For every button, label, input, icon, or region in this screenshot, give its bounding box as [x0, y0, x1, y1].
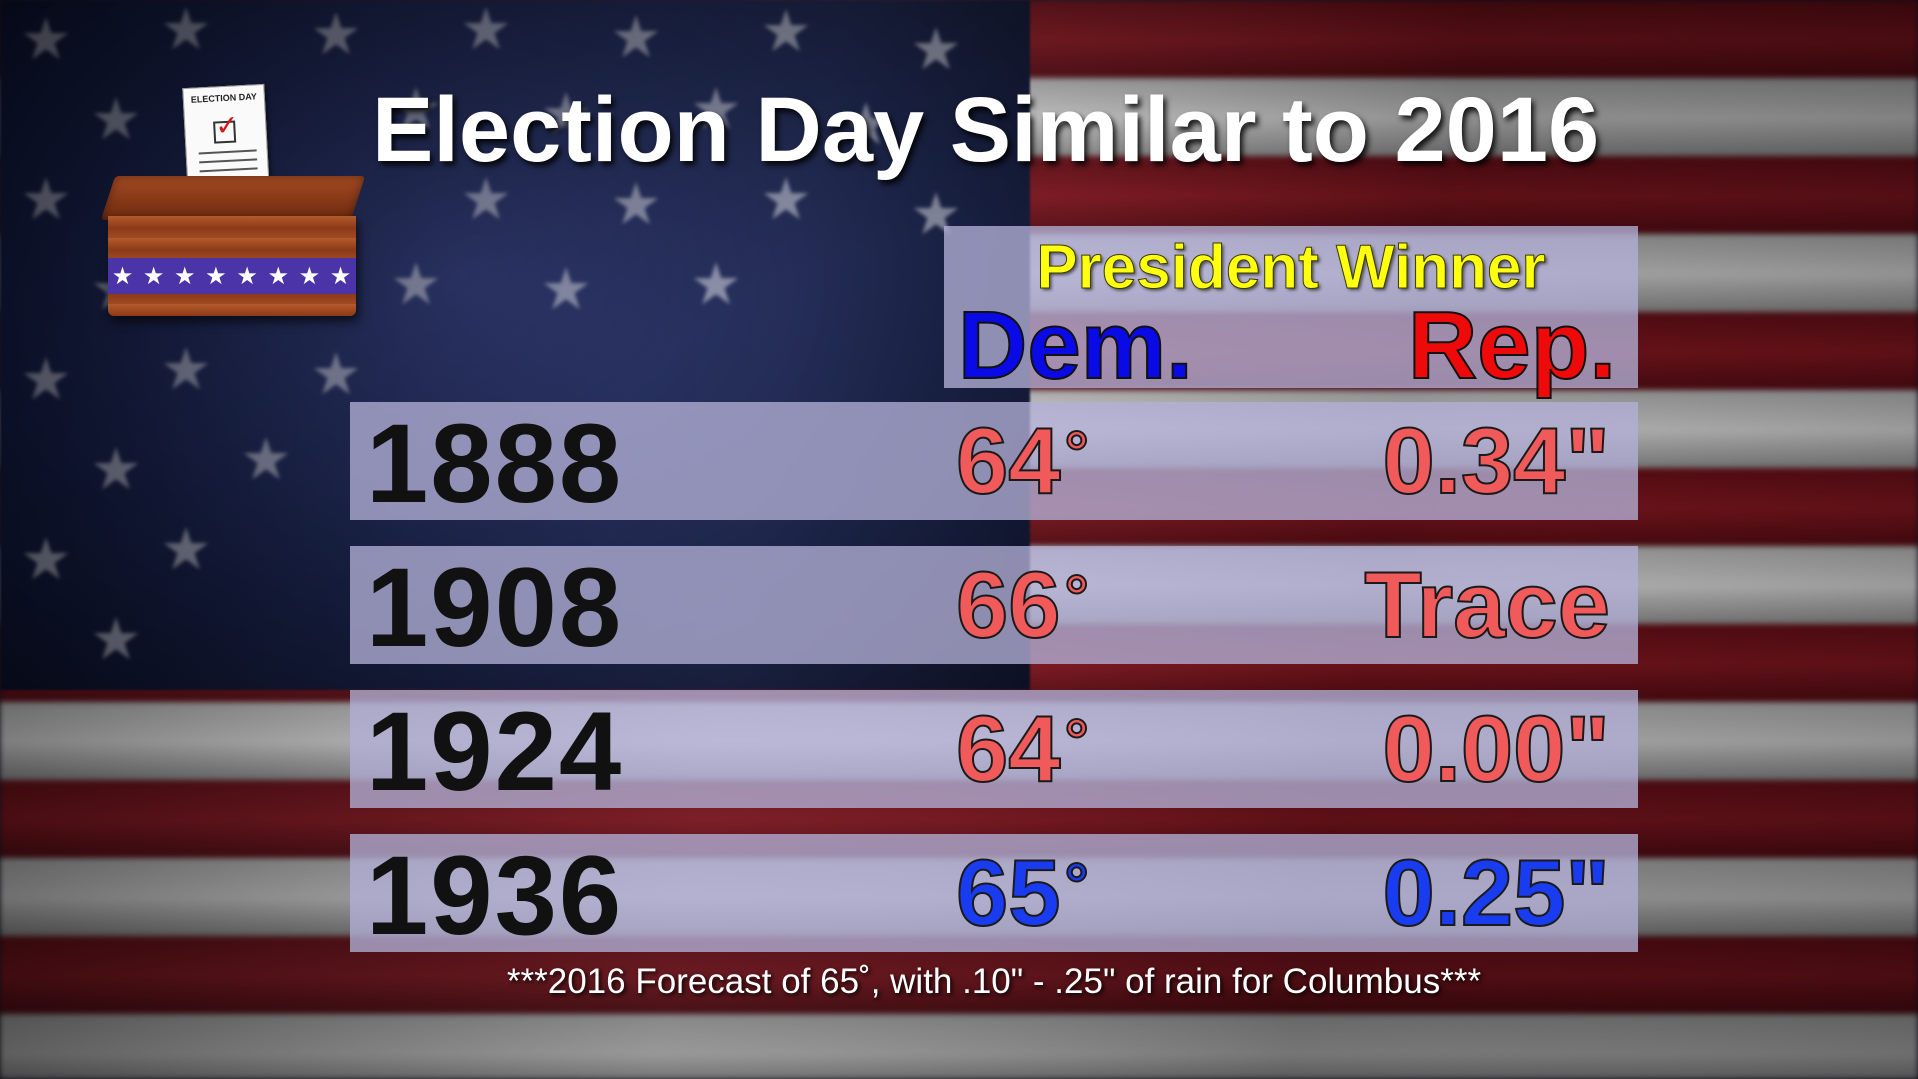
row-temperature: 64° — [955, 407, 1090, 514]
row-temperature: 66° — [955, 551, 1090, 658]
row-precipitation: 0.25" — [1381, 839, 1611, 946]
row-year: 1924 — [366, 689, 624, 814]
table-row: 1888 64° 0.34" — [350, 402, 1638, 526]
checkmark-icon: ✓ — [214, 108, 240, 143]
page-title: Election Day Similar to 2016 — [372, 79, 1600, 181]
row-temperature: 65° — [955, 839, 1090, 946]
row-temperature: 64° — [955, 695, 1090, 802]
row-precipitation: 0.34" — [1381, 407, 1611, 514]
dem-label: Dem. — [957, 292, 1194, 399]
ballot-lines — [198, 149, 258, 179]
table-row: 1924 64° 0.00" — [350, 690, 1638, 814]
ballot-paper-label: ELECTION DAY — [190, 91, 258, 105]
ballot-box-icon: ELECTION DAY ✓ ★ ★ ★ ★ ★ ★ ★ ★ — [100, 80, 370, 330]
table-row: 1908 66° Trace — [350, 546, 1638, 670]
table-row: 1936 65° 0.25" — [350, 834, 1638, 958]
row-year: 1888 — [366, 401, 624, 526]
ballot-box-star-band: ★ ★ ★ ★ ★ ★ ★ ★ — [108, 258, 356, 294]
row-precipitation: Trace — [1363, 551, 1611, 658]
row-precipitation: 0.00" — [1381, 695, 1611, 802]
rep-label: Rep. — [1407, 292, 1617, 399]
row-year: 1936 — [366, 833, 624, 958]
row-year: 1908 — [366, 545, 624, 670]
president-winner-label: President Winner — [1036, 233, 1546, 303]
ballot-box-lid — [100, 176, 366, 220]
winner-header-panel: President Winner Dem. Rep. — [944, 226, 1638, 395]
forecast-footnote: ***2016 Forecast of 65˚, with .10" - .25… — [506, 962, 1482, 1001]
